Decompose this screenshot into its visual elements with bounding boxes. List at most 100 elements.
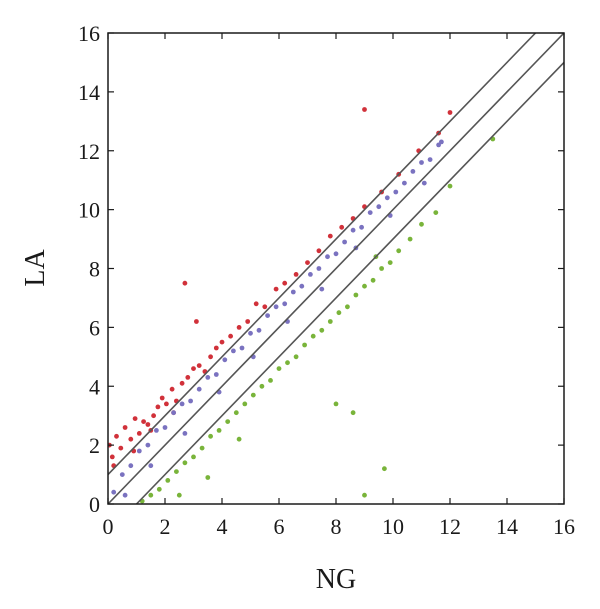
data-point-s2-19 <box>302 342 307 348</box>
data-point-s2-21 <box>319 327 325 333</box>
data-point-s1-16 <box>248 330 253 336</box>
y-tick-label-0: 0 <box>89 492 100 517</box>
data-point-s0-33 <box>316 248 322 254</box>
data-point-s1-25 <box>325 254 330 260</box>
data-point-s0-21 <box>208 354 214 360</box>
data-point-s2-37 <box>362 492 367 498</box>
x-tick-label-2: 4 <box>217 514 228 539</box>
data-point-s2-30 <box>396 248 402 254</box>
x-tick-label-6: 12 <box>439 514 461 539</box>
data-point-s2-2 <box>156 486 162 492</box>
data-point-s0-14 <box>169 386 175 392</box>
data-point-s1-30 <box>367 210 373 216</box>
y-tick-label-6: 12 <box>78 139 100 164</box>
y-tick-label-1: 2 <box>89 433 100 458</box>
y-tick-label-5: 10 <box>78 198 100 223</box>
x-tick-label-0: 0 <box>103 514 114 539</box>
data-point-s1-39 <box>122 492 128 498</box>
data-point-s0-24 <box>228 333 234 339</box>
data-point-s2-5 <box>182 460 188 466</box>
data-point-s2-26 <box>362 283 367 289</box>
data-point-s0-10 <box>151 413 157 419</box>
data-point-s2-14 <box>259 383 265 389</box>
data-point-s2-24 <box>345 304 350 310</box>
data-point-s2-27 <box>370 277 376 283</box>
data-point-s0-12 <box>159 395 165 401</box>
x-tick-label-5: 10 <box>382 514 404 539</box>
data-point-s2-33 <box>433 210 439 216</box>
data-point-s2-38 <box>350 410 356 416</box>
data-point-s1-17 <box>256 327 262 333</box>
data-point-s1-13 <box>222 357 228 363</box>
data-point-s1-33 <box>393 189 399 195</box>
y-tick-label-7: 14 <box>78 80 100 105</box>
data-point-s0-9 <box>145 422 151 427</box>
data-point-s2-41 <box>176 492 182 498</box>
data-point-s1-26 <box>333 251 339 257</box>
data-point-s1-23 <box>308 272 313 277</box>
data-point-s2-22 <box>327 319 333 324</box>
data-point-s0-3 <box>118 445 124 451</box>
reference-line-0 <box>108 33 537 476</box>
data-point-s0-35 <box>339 224 345 230</box>
reference-line-2 <box>135 61 564 504</box>
data-point-s1-28 <box>350 227 356 233</box>
data-point-s1-5 <box>154 428 159 433</box>
data-point-s1-40 <box>148 463 154 469</box>
data-point-s2-13 <box>250 392 256 398</box>
data-point-s1-31 <box>376 204 382 210</box>
data-point-s1-24 <box>316 266 322 271</box>
data-point-s2-18 <box>293 354 299 360</box>
data-point-s1-38 <box>436 142 441 148</box>
data-point-s0-22 <box>213 345 219 351</box>
data-point-s1-15 <box>239 345 245 351</box>
data-point-s1-8 <box>179 401 185 407</box>
data-point-s2-28 <box>379 266 384 271</box>
data-point-s2-39 <box>333 401 339 407</box>
data-point-s1-21 <box>290 289 296 295</box>
x-tick-label-4: 8 <box>331 514 342 539</box>
data-point-s1-48 <box>421 180 427 186</box>
data-point-s1-27 <box>342 239 347 245</box>
data-point-s0-28 <box>262 304 268 310</box>
data-point-s0-45 <box>362 107 367 112</box>
x-tick-label-3: 6 <box>274 514 285 539</box>
data-point-s1-35 <box>410 169 416 174</box>
data-point-s2-31 <box>407 236 413 242</box>
data-point-s1-37 <box>427 157 433 163</box>
data-point-s0-16 <box>179 380 185 386</box>
data-point-s1-11 <box>205 375 211 380</box>
data-point-s0-7 <box>136 431 142 436</box>
data-point-s2-29 <box>387 260 393 265</box>
data-point-s0-1 <box>109 454 115 460</box>
data-point-s0-29 <box>273 286 279 292</box>
data-point-s2-16 <box>276 366 282 371</box>
reference-line-1 <box>108 33 564 504</box>
data-point-s1-41 <box>182 431 188 436</box>
data-point-s2-8 <box>208 433 214 439</box>
data-point-s0-2 <box>114 433 119 439</box>
data-point-s0-8 <box>141 419 147 424</box>
axis-ticks: 0 2 4 6 8 10 12 14 16 0 2 4 6 8 10 12 14 16 <box>78 21 575 539</box>
data-point-s0-23 <box>219 339 225 345</box>
data-point-s2-3 <box>165 478 171 483</box>
data-point-s1-14 <box>231 348 236 354</box>
data-point-s0-11 <box>155 404 161 410</box>
data-point-s1-7 <box>171 410 177 416</box>
data-point-s0-31 <box>293 272 299 277</box>
data-point-s1-0 <box>111 489 117 495</box>
data-point-s1-20 <box>282 301 288 307</box>
data-point-s0-26 <box>245 319 251 324</box>
y-tick-label-2: 4 <box>89 374 100 399</box>
data-point-s0-44 <box>194 319 199 324</box>
data-point-s2-9 <box>216 428 222 433</box>
data-point-s2-15 <box>268 378 273 383</box>
data-point-s2-7 <box>199 445 205 451</box>
data-point-s1-19 <box>273 304 279 310</box>
data-point-s1-1 <box>119 472 125 477</box>
reference-lines <box>108 33 564 504</box>
y-tick-label-3: 6 <box>89 315 100 340</box>
data-point-s0-43 <box>182 280 188 286</box>
data-point-s1-36 <box>419 160 424 165</box>
